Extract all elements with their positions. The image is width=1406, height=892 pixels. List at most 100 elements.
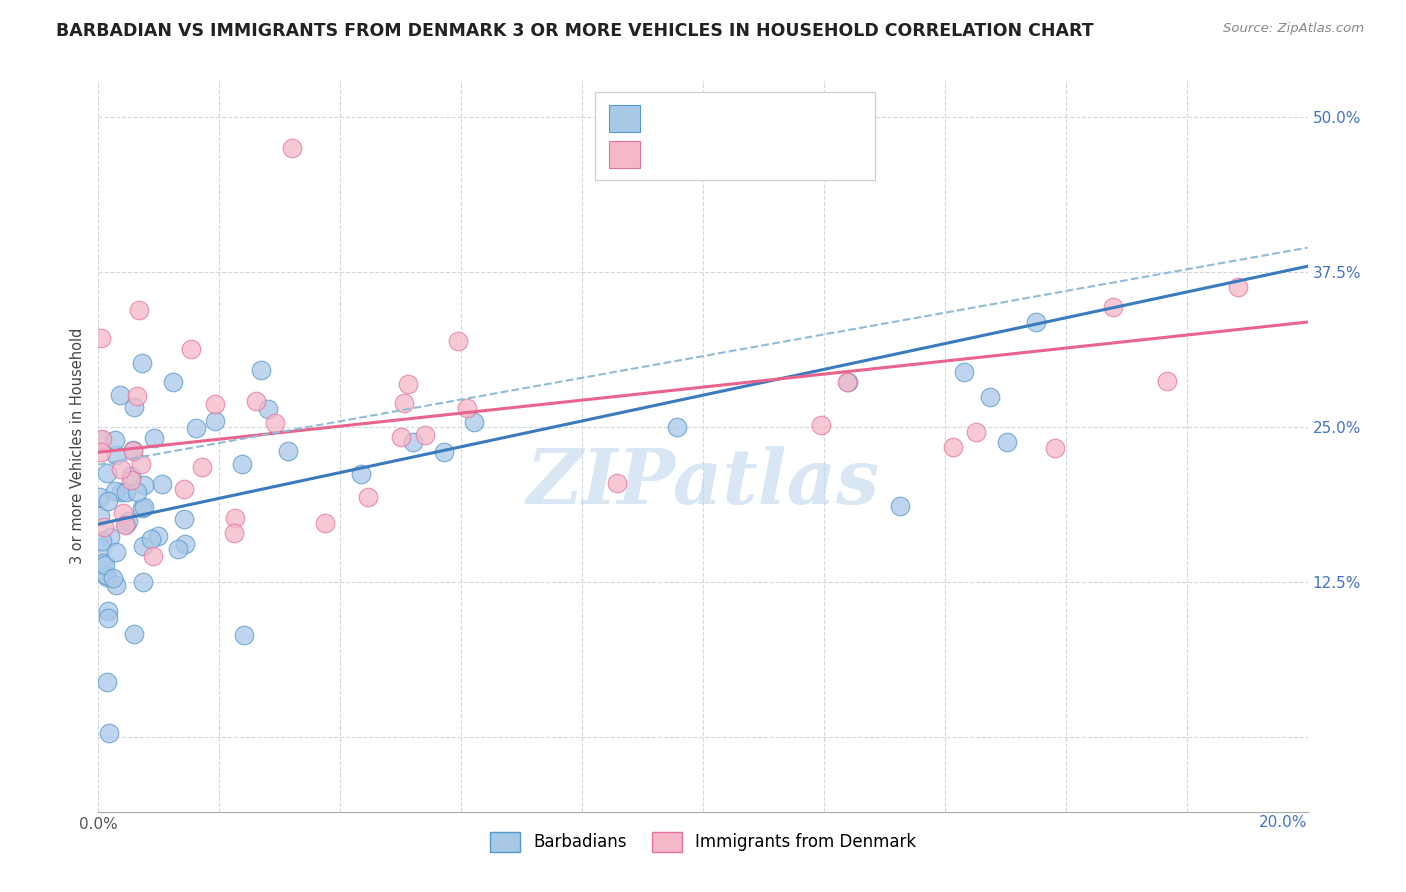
- Point: [104, 433, 127, 447]
- Point: [357, 490, 380, 504]
- Point: [131, 500, 153, 515]
- Point: [456, 401, 478, 415]
- Point: [277, 443, 299, 458]
- Point: [167, 541, 190, 556]
- Point: [184, 421, 207, 435]
- Point: [889, 499, 911, 513]
- Point: [1102, 300, 1125, 314]
- Point: [942, 440, 965, 454]
- Point: [180, 342, 202, 356]
- Point: [162, 375, 184, 389]
- Point: [143, 431, 166, 445]
- Point: [124, 400, 146, 414]
- Point: [837, 375, 859, 389]
- Point: [132, 500, 155, 514]
- Legend: Barbadians, Immigrants from Denmark: Barbadians, Immigrants from Denmark: [484, 826, 922, 858]
- Point: [96, 675, 118, 690]
- Point: [122, 443, 145, 458]
- Point: [134, 478, 156, 492]
- Point: [96, 570, 118, 584]
- Point: [231, 458, 253, 472]
- Point: [129, 457, 152, 471]
- Text: R = 0.197   N = 64: R = 0.197 N = 64: [648, 104, 806, 122]
- Point: [245, 393, 267, 408]
- Point: [173, 483, 195, 497]
- Text: R = 0.144   N = 39: R = 0.144 N = 39: [648, 140, 806, 158]
- Point: [110, 484, 132, 499]
- Point: [350, 467, 373, 481]
- Point: [394, 396, 416, 410]
- Point: [1156, 374, 1178, 388]
- Point: [995, 435, 1018, 450]
- Point: [127, 389, 149, 403]
- Point: [93, 558, 115, 573]
- Point: [132, 575, 155, 590]
- Point: [606, 476, 628, 491]
- Point: [93, 520, 115, 534]
- Point: [89, 508, 111, 523]
- Point: [114, 517, 136, 532]
- Point: [111, 506, 134, 520]
- Point: [90, 445, 112, 459]
- Point: [665, 420, 688, 434]
- Point: [89, 490, 111, 504]
- Point: [432, 445, 454, 459]
- Point: [97, 494, 120, 508]
- Point: [139, 532, 162, 546]
- Point: [93, 557, 115, 571]
- Point: [263, 417, 285, 431]
- Point: [104, 578, 127, 592]
- Point: [104, 484, 127, 499]
- Point: [105, 545, 128, 559]
- Point: [128, 302, 150, 317]
- Point: [402, 435, 425, 450]
- Point: [96, 466, 118, 480]
- Point: [101, 570, 124, 584]
- Text: 20.0%: 20.0%: [1260, 815, 1308, 830]
- Point: [114, 516, 136, 531]
- Point: [115, 484, 138, 499]
- Point: [281, 141, 304, 155]
- Point: [110, 388, 132, 402]
- Point: [98, 530, 121, 544]
- Text: BARBADIAN VS IMMIGRANTS FROM DENMARK 3 OR MORE VEHICLES IN HOUSEHOLD CORRELATION: BARBADIAN VS IMMIGRANTS FROM DENMARK 3 O…: [56, 22, 1094, 40]
- Point: [117, 514, 139, 528]
- Point: [98, 726, 121, 740]
- Point: [979, 390, 1001, 404]
- Point: [131, 356, 153, 370]
- Point: [204, 397, 226, 411]
- Point: [190, 460, 212, 475]
- Point: [122, 627, 145, 641]
- Point: [250, 363, 273, 377]
- Point: [90, 541, 112, 555]
- Point: [396, 376, 419, 391]
- Point: [314, 516, 336, 530]
- Point: [97, 604, 120, 618]
- Point: [965, 425, 987, 439]
- Point: [173, 511, 195, 525]
- Text: ZIPatlas: ZIPatlas: [526, 446, 880, 519]
- Point: [90, 534, 112, 549]
- Text: Source: ZipAtlas.com: Source: ZipAtlas.com: [1223, 22, 1364, 36]
- Point: [1043, 441, 1066, 455]
- Point: [121, 468, 143, 483]
- Point: [389, 430, 412, 444]
- Point: [104, 448, 127, 462]
- Point: [122, 444, 145, 458]
- Point: [257, 402, 280, 417]
- Point: [810, 417, 832, 432]
- Point: [131, 539, 153, 553]
- Point: [97, 611, 120, 625]
- Point: [1227, 280, 1250, 294]
- Point: [90, 331, 112, 345]
- Point: [120, 473, 142, 487]
- Point: [222, 525, 245, 540]
- Point: [90, 432, 112, 446]
- Point: [94, 567, 117, 582]
- Point: [1025, 315, 1047, 329]
- Point: [413, 428, 436, 442]
- Point: [173, 537, 195, 551]
- Point: [233, 628, 256, 642]
- Point: [110, 462, 132, 476]
- Point: [463, 416, 485, 430]
